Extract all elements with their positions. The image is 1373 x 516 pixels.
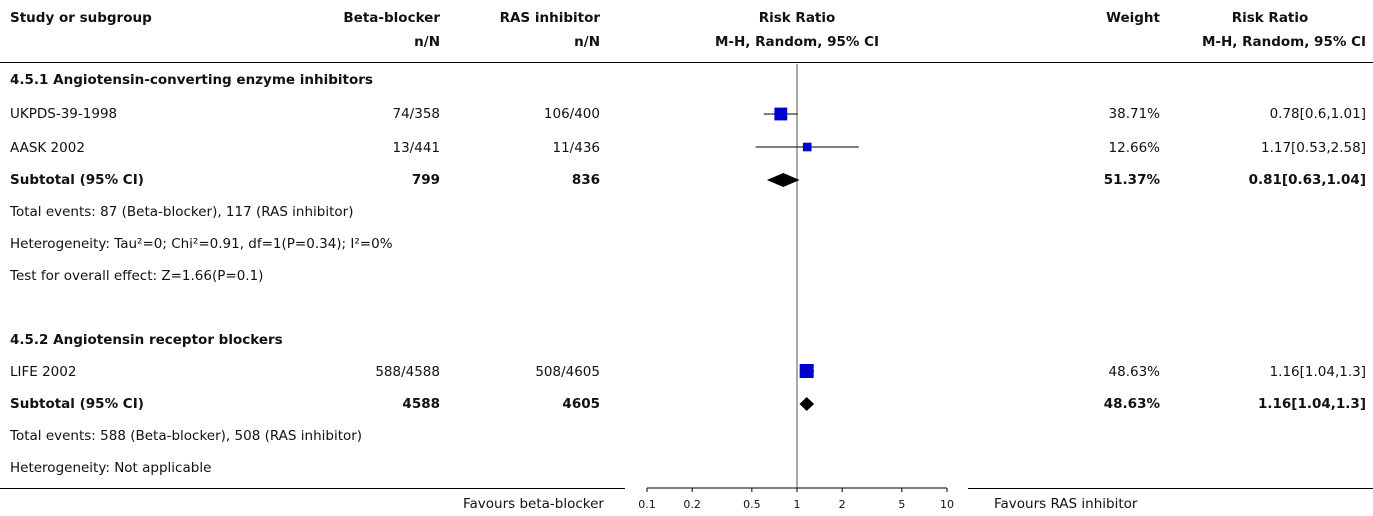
study-group1: 74/358: [392, 106, 441, 122]
overall-effect-note: Test for overall effect: Z=1.66(P=0.1): [10, 268, 264, 284]
header-study: Study or subgroup: [10, 10, 152, 26]
subtotal-weight: 48.63%: [1103, 396, 1160, 412]
study-ci: 1.17[0.53,2.58]: [1260, 140, 1366, 156]
total-events-note: Total events: 588 (Beta-blocker), 508 (R…: [10, 428, 363, 444]
subtotal-group1: 4588: [402, 396, 440, 412]
header-group1: Beta-blocker: [343, 10, 440, 26]
study-weight: 12.66%: [1108, 140, 1160, 156]
footer-divider-left: [0, 488, 625, 489]
study-name: LIFE 2002: [10, 364, 77, 380]
header-divider: [0, 62, 1373, 63]
subtotal-group2: 4605: [562, 396, 600, 412]
header-effect-sub: M-H, Random, 95% CI: [1201, 34, 1366, 50]
x-tick-label: 5: [898, 498, 905, 511]
x-tick-label: 1: [794, 498, 801, 511]
study-weight: 38.71%: [1108, 106, 1160, 122]
study-effect-marker: [774, 107, 788, 121]
subtotal-diamond: [766, 173, 800, 187]
header-plot: Risk Ratio: [758, 10, 836, 26]
subtotal-group1: 799: [411, 172, 440, 188]
subtotal-label: Subtotal (95% CI): [10, 172, 144, 188]
x-tick-label: 0.2: [683, 498, 701, 511]
study-group2: 508/4605: [535, 364, 600, 380]
study-ci: 0.78[0.6,1.01]: [1269, 106, 1366, 122]
study-group2: 106/400: [543, 106, 600, 122]
study-name: AASK 2002: [10, 140, 85, 156]
study-effect-marker: [799, 364, 814, 378]
x-tick-label: 10: [940, 498, 954, 511]
x-tick-label: 0.1: [638, 498, 656, 511]
favours-right-label: Favours RAS inhibitor: [994, 496, 1138, 512]
heterogeneity-note: Heterogeneity: Tau²=0; Chi²=0.91, df=1(P…: [10, 236, 393, 252]
subtotal-ci: 1.16[1.04,1.3]: [1258, 396, 1366, 412]
subtotal-ci: 0.81[0.63,1.04]: [1248, 172, 1366, 188]
x-tick-label: 0.5: [743, 498, 761, 511]
header-effect: Risk Ratio: [1231, 10, 1309, 26]
heterogeneity-note: Heterogeneity: Not applicable: [10, 460, 212, 476]
header-group1-sub: n/N: [414, 34, 440, 50]
favours-left-label: Favours beta-blocker: [463, 496, 604, 512]
study-weight: 48.63%: [1108, 364, 1160, 380]
subgroup-title: 4.5.2 Angiotensin receptor blockers: [10, 332, 283, 348]
header-group2: RAS inhibitor: [499, 10, 600, 26]
total-events-note: Total events: 87 (Beta-blocker), 117 (RA…: [10, 204, 354, 220]
subtotal-weight: 51.37%: [1103, 172, 1160, 188]
study-group2: 11/436: [552, 140, 601, 156]
header-weight: Weight: [1106, 10, 1160, 26]
study-ci: 1.16[1.04,1.3]: [1269, 364, 1366, 380]
subtotal-diamond: [799, 397, 815, 411]
subtotal-group2: 836: [571, 172, 600, 188]
header-plot-sub: M-H, Random, 95% CI: [714, 34, 880, 50]
subgroup-title: 4.5.1 Angiotensin-converting enzyme inhi…: [10, 72, 373, 88]
study-group1: 588/4588: [375, 364, 440, 380]
study-name: UKPDS-39-1998: [10, 106, 118, 122]
subtotal-label: Subtotal (95% CI): [10, 396, 144, 412]
study-group1: 13/441: [392, 140, 441, 156]
footer-divider-right: [968, 488, 1373, 489]
x-tick-label: 2: [839, 498, 846, 511]
header-group2-sub: n/N: [574, 34, 600, 50]
study-effect-marker: [802, 142, 812, 152]
